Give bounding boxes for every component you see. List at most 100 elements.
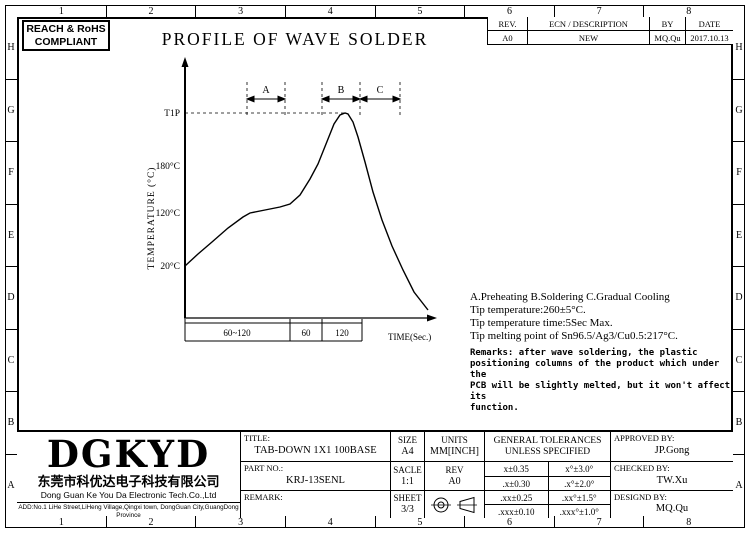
checked-label: CHECKED BY: [614,463,670,473]
grid-ref-row: B [733,391,745,454]
compliance-line1: REACH & RoHS [26,22,106,35]
rev-col-header: REV. [488,17,528,30]
x-axis-title: TIME(Sec.) [388,332,431,342]
company-name-cn: 东莞市科优达电子科技有限公司 [37,475,220,490]
desc-value: NEW [528,31,650,44]
grid-ref-col: 7 [553,516,644,528]
solder-profile-chart: A B C T1P 180°C 120°C 20°C TEMPERATURE (… [146,57,437,342]
units-value: MM[INCH] [430,446,479,457]
grid-ref-row: D [733,266,745,329]
remark-cell: REMARK: [240,490,390,518]
grid-ref-col: 4 [284,5,375,17]
grid-ref-row: F [733,141,745,204]
sheet-label: SHEET [393,493,422,503]
grid-ref-left: H G F E D C B A [5,17,17,516]
grid-ref-col: 7 [553,5,644,17]
size-cell: SIZE A4 [390,432,424,461]
grid-ref-col: 3 [195,5,285,17]
grid-ref-col: 4 [284,516,375,528]
approved-by-cell: APPROVED BY: JP.Gong [610,432,733,461]
units-label: UNITS [441,435,468,445]
process-notes: A.Preheating B.Soldering C.Gradual Cooli… [470,291,742,343]
grid-ref-col: 8 [643,516,733,528]
revision-table: REV. ECN / DESCRIPTION BY DATE A0 NEW MQ… [487,17,733,45]
sheet-cell: SHEET 3/3 [390,490,424,518]
title-label: TITLE: [244,433,270,443]
remarks-note: Remarks: after wave soldering, the plast… [470,348,731,413]
by-col-header: BY [650,17,686,30]
x-axis-arrow-icon [427,314,437,322]
page-title: PROFILE OF WAVE SOLDER [161,29,429,49]
company-name-en: Dong Guan Ke You Da Electronic Tech.Co.,… [40,490,217,500]
grid-ref-row: C [5,328,17,392]
grid-ref-col: 1 [58,516,64,528]
segment-solder-duration: 60 [302,328,312,338]
rev-label: REV [445,464,464,475]
region-c-label: C [377,85,384,96]
grid-ref-top: 1 2 3 4 5 6 7 8 [17,5,733,17]
units-cell: UNITS MM[INCH] [424,432,484,461]
grid-ref-col: 5 [374,516,465,528]
designed-label: DESIGND BY: [614,492,667,502]
ytick-t1p: T1P [164,109,180,119]
tolerances-table: x±0.35 x°±3.0° .x±0.30 .x°±2.0° .xx±0.25… [484,461,610,518]
grid-ref-row: B [5,391,17,454]
tolerances-header: GENERAL TOLERANCES UNLESS SPECIFIED [484,432,610,461]
grid-ref-row: E [733,203,745,267]
tolerances-header-line1: GENERAL TOLERANCES [493,435,602,446]
grid-ref-col: 1 [58,5,64,17]
approved-value: JP.Gong [654,445,690,456]
ytick-20: 20°C [160,261,180,272]
grid-ref-row: F [5,141,17,204]
tip-temperature-note: Tip temperature:260±5°C. [470,304,586,316]
size-value: A4 [401,446,414,457]
rev-value: A0 [448,475,461,487]
grid-ref-row: C [733,328,745,392]
ytick-180: 180°C [156,161,180,172]
revision-table-row: A0 NEW MQ.Qu 2017.10.13 [488,31,733,45]
designed-by-cell: DESIGND BY: MQ.Qu [610,490,733,518]
grid-ref-row: H [735,42,743,54]
title-value: TAB-DOWN 1X1 100BASE [254,445,377,456]
checked-by-cell: CHECKED BY: TW.Xu [610,461,733,490]
segment-cooling-duration: 120 [335,328,349,338]
grid-ref-bottom: 1 2 3 4 5 6 7 8 [17,516,733,528]
region-b-label: B [338,85,345,96]
revision-table-header: REV. ECN / DESCRIPTION BY DATE [488,17,733,31]
title-block: DGKYD 东莞市科优达电子科技有限公司 Dong Guan Ke You Da… [17,430,733,518]
region-a-label: A [262,85,270,96]
tol-angular: x°±3.0° [547,462,611,476]
grid-ref-right: H G F E D C B A [733,17,745,516]
tol-linear: .xx±0.25 [485,490,548,504]
tol-angular: .xx°±1.5° [547,490,610,504]
company-block: DGKYD 东莞市科优达电子科技有限公司 Dong Guan Ke You Da… [17,432,240,518]
y-axis-title: TEMPERATURE (°C) [146,167,157,270]
segment-preheat-duration: 60~120 [223,328,251,338]
grid-ref-row: G [733,78,745,142]
third-angle-projection-icon [430,496,477,513]
time-dimension-band [184,319,363,342]
scale-cell: SACLE 1:1 [390,461,424,490]
tip-time-note: Tip temperature time:5Sec Max. [470,317,613,329]
part-label: PART NO.: [244,463,284,473]
drawing-title-cell: TITLE: TAB-DOWN 1X1 100BASE [240,432,390,461]
tol-angular: .x°±2.0° [547,476,610,490]
grid-ref-col: 6 [464,5,554,17]
compliance-line2: COMPLIANT [34,35,98,48]
region-span-arrows [245,95,402,103]
by-value: MQ.Qu [650,31,686,44]
grid-ref-row: A [5,453,17,517]
projection-cell [424,490,484,518]
tol-angular: .xxx°±1.0° [547,504,610,518]
tol-linear: .xxx±0.10 [485,504,548,518]
size-label: SIZE [398,435,417,445]
rev-cell: REV A0 [424,461,484,490]
tol-linear: .x±0.30 [485,476,548,490]
tol-linear: x±0.35 [503,464,529,474]
ytick-120: 120°C [156,208,180,219]
grid-ref-row: E [5,203,17,267]
grid-ref-col: 3 [195,516,285,528]
sheet-value: 3/3 [401,504,414,515]
grid-ref-col: 8 [643,5,733,17]
